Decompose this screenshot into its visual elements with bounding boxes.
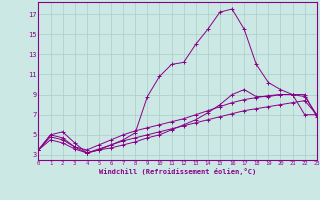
- X-axis label: Windchill (Refroidissement éolien,°C): Windchill (Refroidissement éolien,°C): [99, 168, 256, 175]
